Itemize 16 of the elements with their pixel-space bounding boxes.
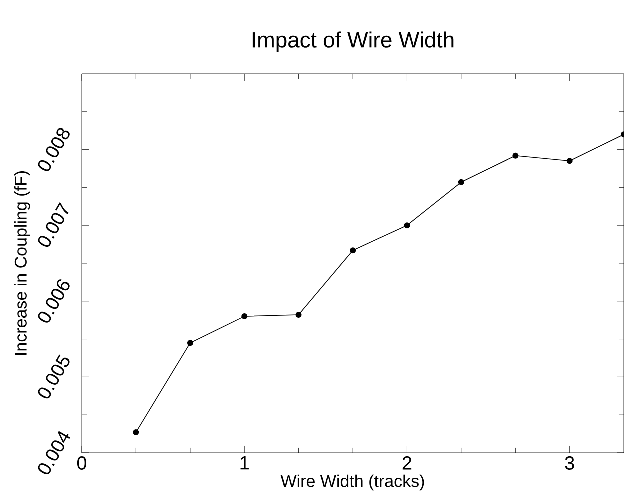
- point: [296, 312, 302, 318]
- x-axis-title: Wire Width (tracks): [280, 474, 424, 491]
- point: [350, 248, 356, 254]
- point: [242, 314, 248, 320]
- x-tick-label: 2: [402, 456, 412, 470]
- point: [404, 222, 410, 229]
- point: [566, 158, 573, 164]
- x-tick-label: 3: [565, 456, 574, 470]
- y-axis-title: Increase in Coupling (fF): [14, 172, 30, 355]
- x-tick-label: 1: [240, 456, 249, 470]
- chart-title: Impact of Wire Width: [252, 32, 454, 52]
- point: [512, 152, 519, 159]
- point: [133, 430, 140, 436]
- point: [458, 179, 464, 186]
- point: [187, 340, 194, 346]
- x-tick-label: 0: [77, 456, 87, 470]
